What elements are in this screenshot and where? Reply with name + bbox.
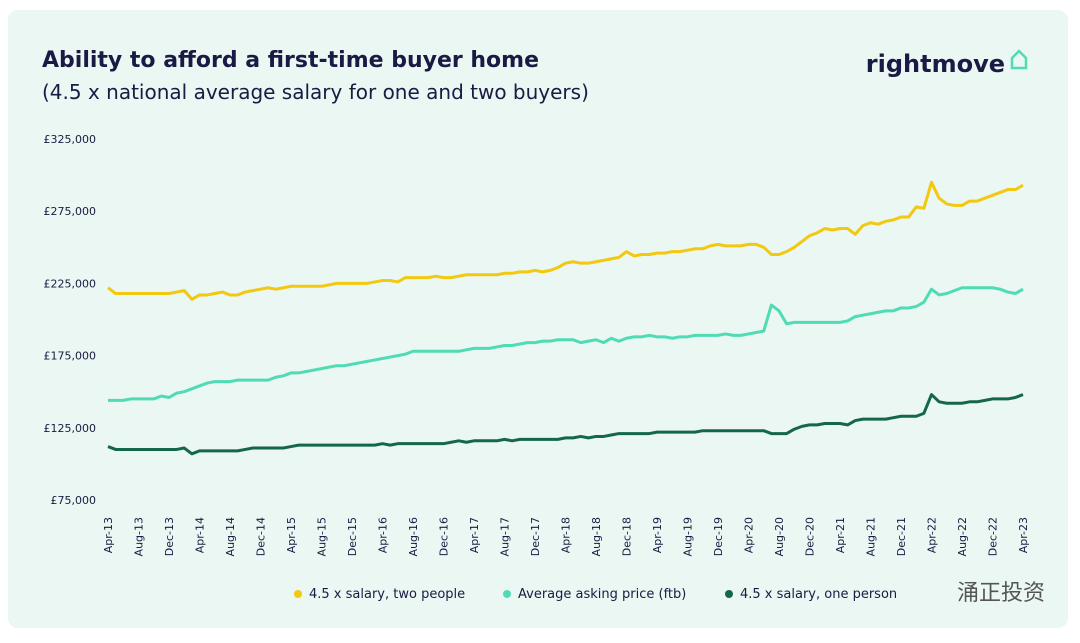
logo-icon [1010,49,1028,70]
legend-label: Average asking price (ftb) [518,587,686,602]
y-tick-label: £125,000 [44,422,97,435]
x-tick-label: Aug-13 [133,517,146,556]
x-tick-label: Apr-13 [102,517,115,553]
y-tick-label: £75,000 [51,494,97,507]
x-tick-label: Apr-21 [834,517,847,553]
line-series [107,393,1024,456]
x-tick-label: Apr-15 [285,517,298,553]
x-tick-label: Dec-13 [163,517,176,556]
chart-title: Ability to afford a first-time buyer hom… [42,48,539,73]
x-tick-label: Aug-19 [682,517,695,556]
chart-subtitle: (4.5 x national average salary for one a… [42,80,589,104]
legend-marker [294,590,302,598]
x-tick-label: Aug-17 [499,517,512,556]
y-tick-label: £275,000 [44,205,97,218]
legend-label: 4.5 x salary, two people [309,587,465,602]
legend-label: 4.5 x salary, one person [740,587,897,602]
x-tick-label: Apr-16 [377,517,390,553]
legend-marker [725,590,733,598]
x-tick-label: Aug-22 [956,517,969,556]
x-tick-label: Apr-23 [1017,517,1030,553]
x-tick-label: Apr-19 [651,517,664,553]
x-tick-label: Apr-22 [926,517,939,553]
x-tick-label: Aug-15 [316,517,329,556]
x-tick-label: Dec-20 [804,517,817,556]
x-tick-label: Dec-19 [712,517,725,556]
legend-marker [503,590,511,598]
x-tick-label: Dec-22 [987,517,1000,556]
x-tick-label: Apr-20 [743,517,756,553]
line-series [108,286,1024,402]
x-tick-label: Aug-18 [590,517,603,556]
y-tick-label: £325,000 [44,133,97,146]
x-tick-label: Dec-18 [621,517,634,556]
y-tick-label: £225,000 [44,277,97,290]
x-tick-label: Apr-18 [560,517,573,553]
line-series [107,180,1024,301]
x-tick-label: Dec-17 [529,517,542,556]
x-tick-label: Apr-14 [194,517,207,553]
x-tick-label: Aug-20 [773,517,786,556]
logo: rightmove [866,50,1005,78]
x-tick-label: Apr-17 [468,517,481,553]
x-tick-label: Aug-14 [224,517,237,556]
x-tick-label: Dec-16 [438,517,451,556]
x-tick-label: Aug-16 [407,517,420,556]
x-tick-label: Aug-21 [865,517,878,556]
y-tick-label: £175,000 [44,350,97,363]
watermark: 涌正投资 [957,581,1045,606]
x-tick-label: Dec-15 [346,517,359,556]
x-tick-label: Dec-21 [895,517,908,556]
x-tick-label: Dec-14 [255,517,268,556]
card [8,10,1068,628]
